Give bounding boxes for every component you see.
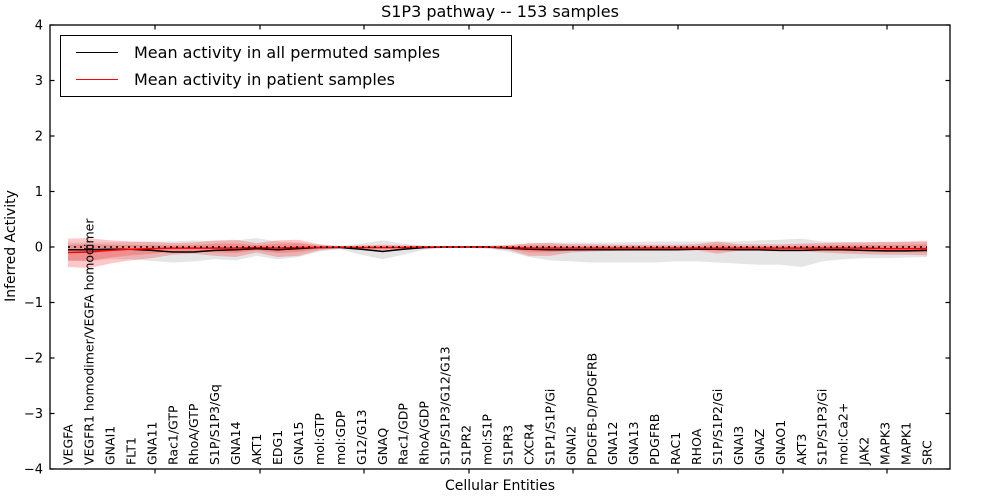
x-tick-label: S1P/S1P2/Gi [710, 389, 725, 465]
x-tick-label: AKT3 [794, 434, 809, 465]
x-tick-label: RhoA/GTP [186, 403, 201, 465]
permuted-line-sample-icon [76, 52, 118, 54]
x-tick-label: EDG1 [270, 430, 285, 465]
x-tick-label: AKT1 [249, 434, 264, 465]
x-tick-label: mol:S1P [480, 414, 495, 465]
x-tick-label: RAC1 [668, 432, 683, 465]
legend-item-patient: Mean activity in patient samples [61, 70, 511, 89]
y-tick-label: 1 [35, 185, 43, 200]
x-tick-label: SRC [920, 440, 935, 465]
x-tick-label: JAK2 [857, 437, 872, 466]
x-tick-label: mol:GTP [312, 413, 327, 465]
x-tick-label: RHOA [689, 428, 704, 465]
y-tick-label: 0 [35, 241, 43, 256]
y-tick-label: −4 [24, 463, 43, 478]
x-tick-label: GNAQ [375, 428, 390, 465]
x-tick-label: S1P/S1P3/Gq [207, 384, 222, 465]
y-tick-label: −1 [24, 296, 43, 311]
x-tick-label: RhoA/GDP [417, 401, 432, 465]
x-tick-label: GNA15 [291, 422, 306, 466]
x-tick-label: VEGFA [61, 424, 76, 465]
x-tick-label: Rac1/GDP [396, 403, 411, 465]
legend-item-permuted: Mean activity in all permuted samples [61, 43, 511, 62]
x-tick-label: GNA14 [228, 421, 243, 465]
legend-label-patient: Mean activity in patient samples [134, 69, 395, 89]
x-tick-label: GNA12 [605, 422, 620, 466]
x-tick-label: MAPK1 [899, 422, 914, 465]
x-tick-label: GNA13 [626, 422, 641, 466]
chart-title: S1P3 pathway -- 153 samples [381, 2, 619, 21]
y-tick-label: −3 [24, 407, 43, 422]
x-tick-label: MAPK3 [878, 422, 893, 465]
x-tick-label: CXCR4 [521, 423, 536, 465]
y-axis-label: Inferred Activity [3, 190, 19, 302]
x-tick-label: S1P/S1P3/Gi [815, 389, 830, 465]
legend-box: Mean activity in all permuted samples Me… [60, 35, 512, 97]
x-tick-label: mol:GDP [333, 410, 348, 465]
x-tick-label: GNAI2 [563, 426, 578, 465]
x-tick-label: S1P/S1P3/G12/G13 [438, 346, 453, 465]
y-tick-label: −2 [24, 352, 43, 367]
y-tick-label: 4 [35, 19, 43, 34]
y-tick-label: 3 [35, 74, 43, 89]
x-tick-label: S1P1/S1P/Gi [542, 389, 557, 465]
x-tick-label: PDGFRB [647, 414, 662, 465]
x-tick-label: S1PR2 [459, 425, 474, 465]
legend-label-permuted: Mean activity in all permuted samples [134, 43, 441, 63]
patient-line-sample-icon [76, 78, 118, 80]
x-tick-label: Rac1/GTP [165, 405, 180, 465]
y-tick-label: 2 [35, 130, 43, 145]
x-tick-label: VEGFR1 homodimer/VEGFA homodimer [81, 218, 96, 465]
permuted-band [68, 238, 927, 267]
x-tick-label: FLT1 [123, 437, 138, 465]
x-tick-label: PDGFB-D/PDGFRB [584, 353, 599, 465]
x-axis-label: Cellular Entities [444, 478, 556, 494]
x-tick-label: GNAI3 [731, 426, 746, 465]
x-tick-label: mol:Ca2+ [836, 403, 851, 465]
patient-band-outer [68, 238, 927, 269]
x-tick-label: S1PR3 [500, 425, 515, 465]
x-tick-label: GNAO1 [773, 420, 788, 465]
x-tick-label: GNA11 [144, 422, 159, 466]
patient-mean-line [67, 246, 927, 254]
x-tick-label: G12/G13 [354, 410, 369, 465]
x-tick-label: GNAZ [752, 429, 767, 465]
x-tick-label: GNAI1 [102, 426, 117, 465]
